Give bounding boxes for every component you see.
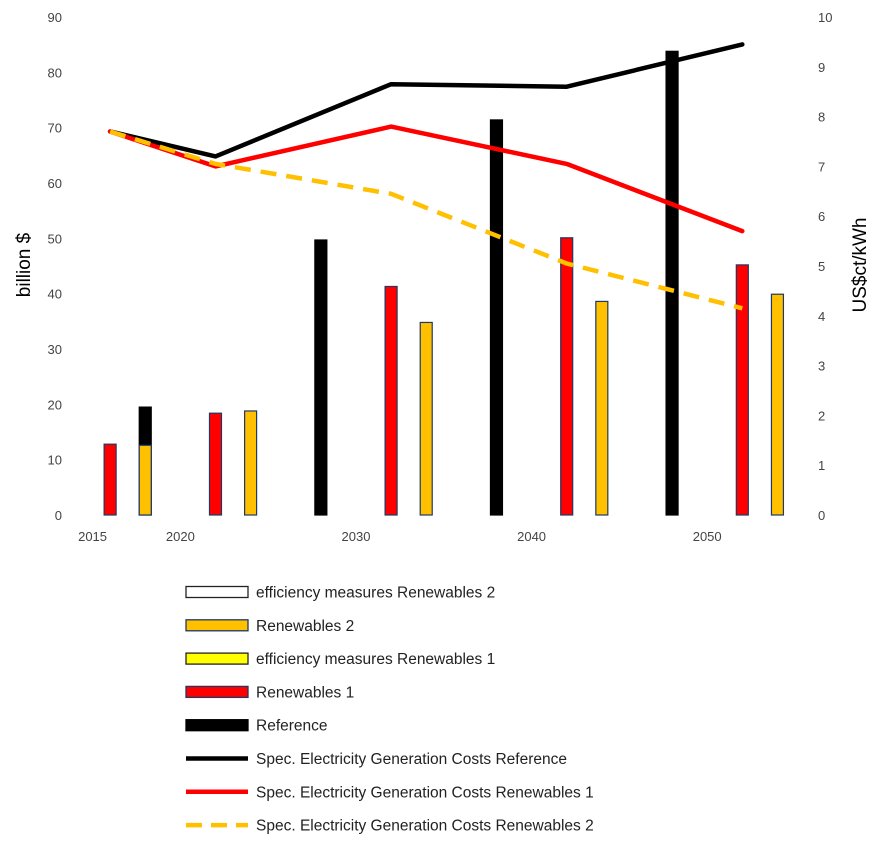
y2-tick-label: 8 (818, 110, 825, 125)
bar-renewables2 (244, 410, 258, 516)
bar-renewables2 (138, 444, 152, 516)
x-axis-ticks: 2015 2020 2030 2040 2050 (78, 529, 722, 544)
legend-swatch (185, 619, 249, 632)
y2-tick-label: 3 (818, 359, 825, 374)
bar-renewables2 (419, 321, 433, 516)
x-tick-label: 2030 (342, 529, 371, 544)
legend-label: efficiency measures Renewables 2 (256, 585, 495, 602)
bar-renewables1 (735, 264, 749, 516)
y-tick-label: 50 (48, 231, 62, 246)
legend-swatch (185, 719, 249, 732)
y2-tick-label: 5 (818, 259, 825, 274)
y-tick-label: 10 (48, 453, 62, 468)
bar-renewables2 (595, 300, 609, 516)
legend-item: efficiency measures Renewables 2 (185, 585, 495, 602)
legend-label: Renewables 2 (256, 618, 354, 635)
legend-item: Spec. Electricity Generation Costs Renew… (186, 784, 594, 801)
legend-item: Spec. Electricity Generation Costs Renew… (186, 818, 594, 835)
bar-renewables2 (770, 293, 785, 516)
y-tick-label: 20 (48, 397, 62, 412)
legend: efficiency measures Renewables 2 Renewabl… (185, 585, 594, 835)
legend-item: Renewables 1 (185, 684, 354, 701)
legend-item: Reference (185, 718, 328, 735)
legend-label: Spec. Electricity Generation Costs Renew… (256, 784, 594, 801)
y2-tick-label: 0 (818, 508, 825, 523)
y-tick-label: 40 (48, 287, 62, 302)
y2-tick-label: 9 (818, 60, 825, 75)
x-tick-label: 2050 (693, 529, 722, 544)
bars (103, 50, 785, 516)
y-tick-label: 30 (48, 342, 62, 357)
legend-swatch (185, 585, 249, 599)
bar-renewables1 (384, 285, 398, 516)
bar-reference (314, 239, 328, 516)
y2-axis-title: US$ct/kWh (850, 217, 871, 312)
legend-label: efficiency measures Renewables 1 (256, 651, 495, 668)
y2-tick-label: 2 (818, 408, 825, 423)
legend-label: Reference (256, 718, 328, 735)
legend-swatch (185, 652, 249, 665)
y2-tick-label: 10 (818, 10, 832, 25)
y-tick-label: 0 (55, 508, 62, 523)
y-axis-ticks: 0 10 20 30 40 50 60 70 80 90 (48, 10, 62, 523)
bar-reference (665, 50, 679, 516)
y2-tick-label: 4 (818, 309, 825, 324)
y-tick-label: 70 (48, 121, 62, 136)
y2-tick-label: 1 (818, 458, 825, 473)
y-tick-label: 80 (48, 65, 62, 80)
y-tick-label: 60 (48, 176, 62, 191)
line-costs_renewables2 (109, 129, 743, 311)
y2-axis-ticks: 0 1 2 3 4 5 6 7 8 9 10 (818, 10, 832, 523)
legend-label: Renewables 1 (256, 684, 354, 701)
y-tick-label: 90 (48, 10, 62, 25)
cost-lines (107, 42, 745, 311)
bar-renewables1 (103, 443, 117, 516)
x-tick-label: 2040 (517, 529, 546, 544)
legend-item: Spec. Electricity Generation Costs Refer… (186, 751, 567, 768)
legend-label: Spec. Electricity Generation Costs Renew… (256, 818, 594, 835)
bar-reference (489, 119, 504, 516)
legend-item: Renewables 2 (185, 618, 354, 635)
legend-swatch (185, 685, 249, 699)
x-tick-label: 2020 (166, 529, 195, 544)
x-tick-label: 2015 (78, 529, 107, 544)
legend-item: efficiency measures Renewables 1 (185, 651, 495, 668)
y2-tick-label: 6 (818, 209, 825, 224)
y2-tick-label: 7 (818, 159, 825, 174)
y-axis-title: billion $ (14, 232, 35, 297)
bar-renewables1 (208, 412, 223, 516)
legend-label: Spec. Electricity Generation Costs Refer… (256, 751, 567, 768)
line-costs_renewables1 (107, 124, 745, 234)
line-costs_reference (107, 42, 745, 159)
bar-renewables1 (560, 237, 574, 516)
